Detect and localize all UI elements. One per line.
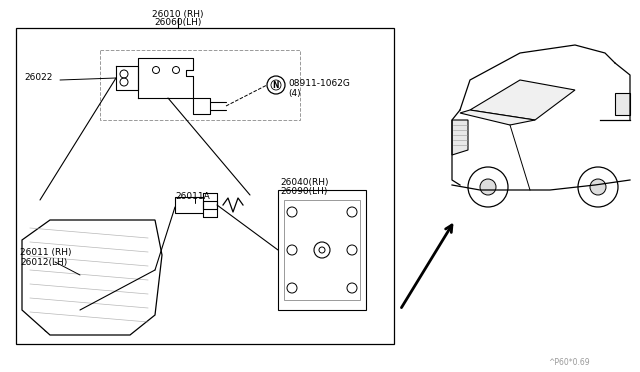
Text: 26022: 26022 bbox=[24, 73, 52, 82]
Polygon shape bbox=[460, 110, 535, 125]
Circle shape bbox=[590, 179, 606, 195]
Text: ^P60*0.69: ^P60*0.69 bbox=[548, 358, 590, 367]
Text: N: N bbox=[273, 80, 279, 90]
Text: (4): (4) bbox=[288, 89, 301, 98]
Text: 26012(LH): 26012(LH) bbox=[20, 258, 67, 267]
Polygon shape bbox=[470, 80, 575, 120]
Text: 26040(RH): 26040(RH) bbox=[280, 178, 328, 187]
Text: 26010 (RH): 26010 (RH) bbox=[152, 10, 204, 19]
Bar bbox=[175, 197, 203, 213]
Text: 26011A: 26011A bbox=[175, 192, 210, 201]
Polygon shape bbox=[615, 93, 630, 115]
Polygon shape bbox=[22, 220, 162, 335]
Text: 26011 (RH): 26011 (RH) bbox=[20, 248, 72, 257]
Circle shape bbox=[480, 179, 496, 195]
Circle shape bbox=[578, 167, 618, 207]
Bar bbox=[284, 200, 360, 300]
Bar bbox=[16, 28, 394, 344]
Text: 08911-1062G: 08911-1062G bbox=[288, 79, 350, 88]
Circle shape bbox=[468, 167, 508, 207]
Bar bbox=[100, 50, 300, 120]
Polygon shape bbox=[452, 120, 468, 155]
Text: 26060(LH): 26060(LH) bbox=[154, 18, 202, 27]
Text: 26090(LH): 26090(LH) bbox=[280, 187, 328, 196]
Bar bbox=[203, 201, 217, 209]
Bar bbox=[278, 190, 366, 310]
